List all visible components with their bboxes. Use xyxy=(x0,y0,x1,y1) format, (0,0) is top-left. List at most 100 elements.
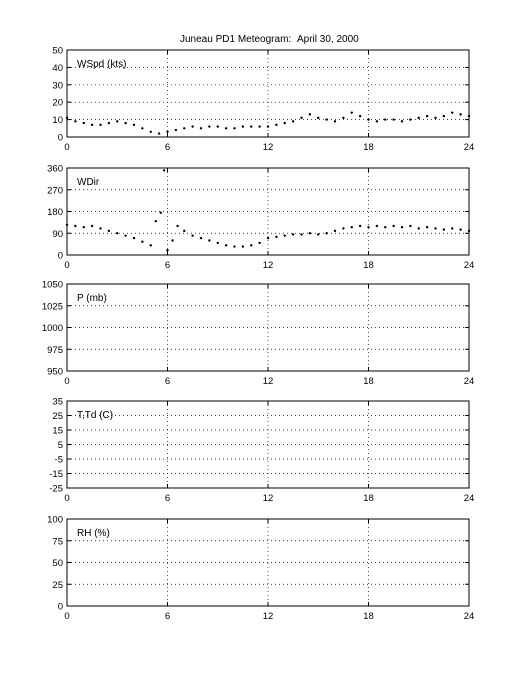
data-point xyxy=(392,224,395,228)
y-tick-label: 180 xyxy=(47,207,63,218)
data-point xyxy=(174,128,178,132)
x-tick-label: 6 xyxy=(165,376,170,387)
data-point xyxy=(384,118,387,121)
y-tick-label: 100 xyxy=(47,515,63,526)
panel-3: 950 975 1000 1025 1050 0 6 12 18 24 P (mb) xyxy=(42,280,474,388)
data-point xyxy=(317,116,320,120)
data-point xyxy=(99,227,102,230)
data-point xyxy=(275,123,278,127)
y-tick-label: 90 xyxy=(52,229,63,240)
data-point xyxy=(166,130,169,133)
data-point xyxy=(291,233,295,236)
data-point xyxy=(375,120,379,123)
data-point xyxy=(250,244,253,247)
data-point xyxy=(208,125,211,128)
data-point xyxy=(224,127,228,130)
x-tick-label: 0 xyxy=(64,493,69,504)
data-point xyxy=(392,118,395,121)
data-point xyxy=(451,227,454,230)
data-point xyxy=(350,226,353,229)
x-tick-label: 6 xyxy=(165,493,170,504)
data-point xyxy=(467,229,471,233)
data-point xyxy=(74,120,77,123)
y-tick-label: 1050 xyxy=(42,280,63,291)
data-point xyxy=(417,116,420,120)
x-tick-label: 0 xyxy=(64,376,69,387)
data-point xyxy=(99,123,102,127)
y-tick-label: 25 xyxy=(52,580,63,591)
data-point xyxy=(166,248,169,252)
data-point xyxy=(367,226,370,229)
y-tick-label: 50 xyxy=(52,558,63,569)
data-point xyxy=(157,132,161,135)
data-point xyxy=(74,224,77,228)
data-point xyxy=(459,228,462,231)
data-point xyxy=(149,244,152,247)
data-point xyxy=(442,228,446,231)
data-point xyxy=(467,114,471,118)
data-point xyxy=(208,239,211,242)
data-point xyxy=(283,121,286,125)
data-point xyxy=(241,125,245,128)
data-point xyxy=(82,121,85,125)
x-tick-label: 0 xyxy=(64,142,69,153)
x-tick-label: 12 xyxy=(263,142,274,153)
y-tick-label: 15 xyxy=(52,426,63,437)
y-tick-label: 50 xyxy=(52,46,63,57)
data-point xyxy=(107,121,111,125)
data-point xyxy=(291,120,295,123)
data-point xyxy=(162,169,166,172)
data-point xyxy=(434,116,437,120)
data-point xyxy=(367,118,370,121)
data-point xyxy=(300,116,303,120)
data-point xyxy=(342,227,345,230)
data-point xyxy=(124,121,127,125)
data-point xyxy=(308,232,312,235)
x-tick-label: 18 xyxy=(363,142,374,153)
data-point xyxy=(241,245,245,248)
data-point xyxy=(199,236,203,240)
panel-label: P (mb) xyxy=(77,293,107,304)
x-tick-label: 12 xyxy=(263,260,274,271)
data-point xyxy=(442,114,446,118)
x-tick-label: 6 xyxy=(165,611,170,622)
y-tick-label: 75 xyxy=(52,536,63,547)
y-tick-label: 270 xyxy=(47,185,63,196)
x-tick-label: 18 xyxy=(363,493,374,504)
data-point xyxy=(375,224,379,228)
x-tick-label: 12 xyxy=(263,493,274,504)
data-point xyxy=(417,227,420,230)
y-tick-label: 25 xyxy=(52,411,63,422)
data-point xyxy=(124,234,127,237)
x-tick-label: 6 xyxy=(165,260,170,271)
x-tick-label: 18 xyxy=(363,376,374,387)
y-tick-label: 360 xyxy=(47,164,63,175)
y-tick-label: -5 xyxy=(55,455,63,466)
data-point xyxy=(224,244,228,247)
data-point xyxy=(233,245,236,248)
data-point xyxy=(82,226,85,229)
panel-2: 0 90 180 270 360 0 6 12 18 24 WDir xyxy=(47,164,474,272)
y-tick-label: 20 xyxy=(52,98,63,109)
data-point xyxy=(90,224,94,228)
data-point xyxy=(141,127,144,130)
panel-5: 0 25 50 75 100 0 6 12 18 24 RH (%) xyxy=(47,515,474,623)
data-point xyxy=(333,229,337,233)
data-point xyxy=(159,211,162,214)
data-point xyxy=(358,224,362,228)
data-point xyxy=(199,127,203,130)
data-point xyxy=(90,123,94,127)
y-tick-label: 950 xyxy=(47,367,63,378)
data-point xyxy=(409,224,412,228)
y-tick-label: -25 xyxy=(49,484,63,495)
data-point xyxy=(107,229,111,233)
y-tick-label: 1000 xyxy=(42,323,63,334)
y-tick-label: 0 xyxy=(58,251,63,262)
data-point xyxy=(250,125,253,128)
y-tick-label: 35 xyxy=(52,397,63,408)
data-point xyxy=(283,234,286,237)
data-point xyxy=(149,130,152,133)
axes-box xyxy=(66,49,470,138)
data-point xyxy=(191,234,194,237)
